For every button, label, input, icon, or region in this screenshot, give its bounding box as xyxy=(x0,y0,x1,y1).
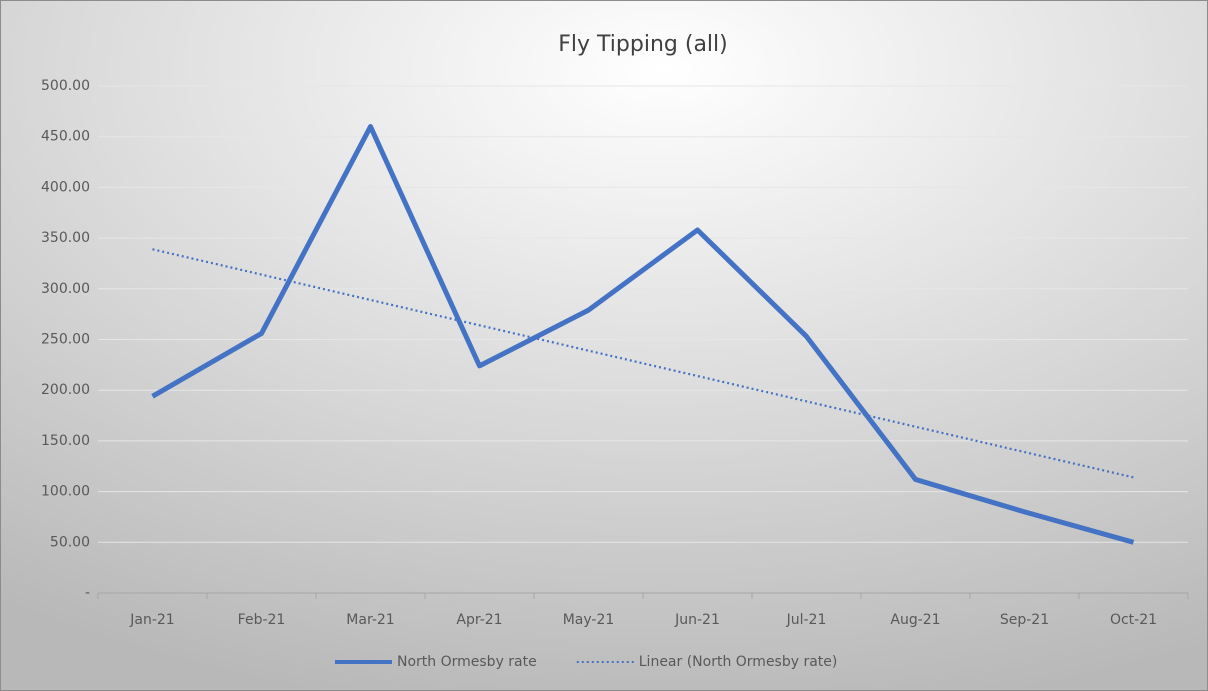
x-tick-label: Apr-21 xyxy=(456,612,502,628)
y-tick-label: 450.00 xyxy=(41,129,90,145)
y-tick-label: 300.00 xyxy=(41,281,90,297)
series-line xyxy=(151,124,1135,545)
x-tick-label: Jan-21 xyxy=(129,612,174,628)
legend-label: Linear (North Ormesby rate) xyxy=(639,654,838,670)
y-tick-label: 350.00 xyxy=(41,230,90,246)
x-tick-label: Feb-21 xyxy=(238,612,286,628)
x-tick-label: Jul-21 xyxy=(786,612,827,628)
x-tick-label: Jun-21 xyxy=(674,612,720,628)
y-tick-label: 200.00 xyxy=(41,382,90,398)
x-tick-label: Mar-21 xyxy=(346,612,394,628)
x-tick-label: Sep-21 xyxy=(1000,612,1049,628)
y-tick-label: 400.00 xyxy=(41,179,90,195)
x-tick-label: Oct-21 xyxy=(1110,612,1157,628)
y-tick-label: 100.00 xyxy=(41,484,90,500)
y-tick-label: 150.00 xyxy=(41,433,90,449)
y-tick-label: 500.00 xyxy=(41,78,90,94)
y-tick-label: 250.00 xyxy=(41,332,90,348)
chart-title: Fly Tipping (all) xyxy=(558,32,727,57)
x-tick-label: May-21 xyxy=(563,612,615,628)
y-tick-label: - xyxy=(85,585,90,601)
x-tick-label: Aug-21 xyxy=(890,612,940,628)
legend-label: North Ormesby rate xyxy=(397,654,537,670)
y-tick-label: 50.00 xyxy=(50,534,90,550)
